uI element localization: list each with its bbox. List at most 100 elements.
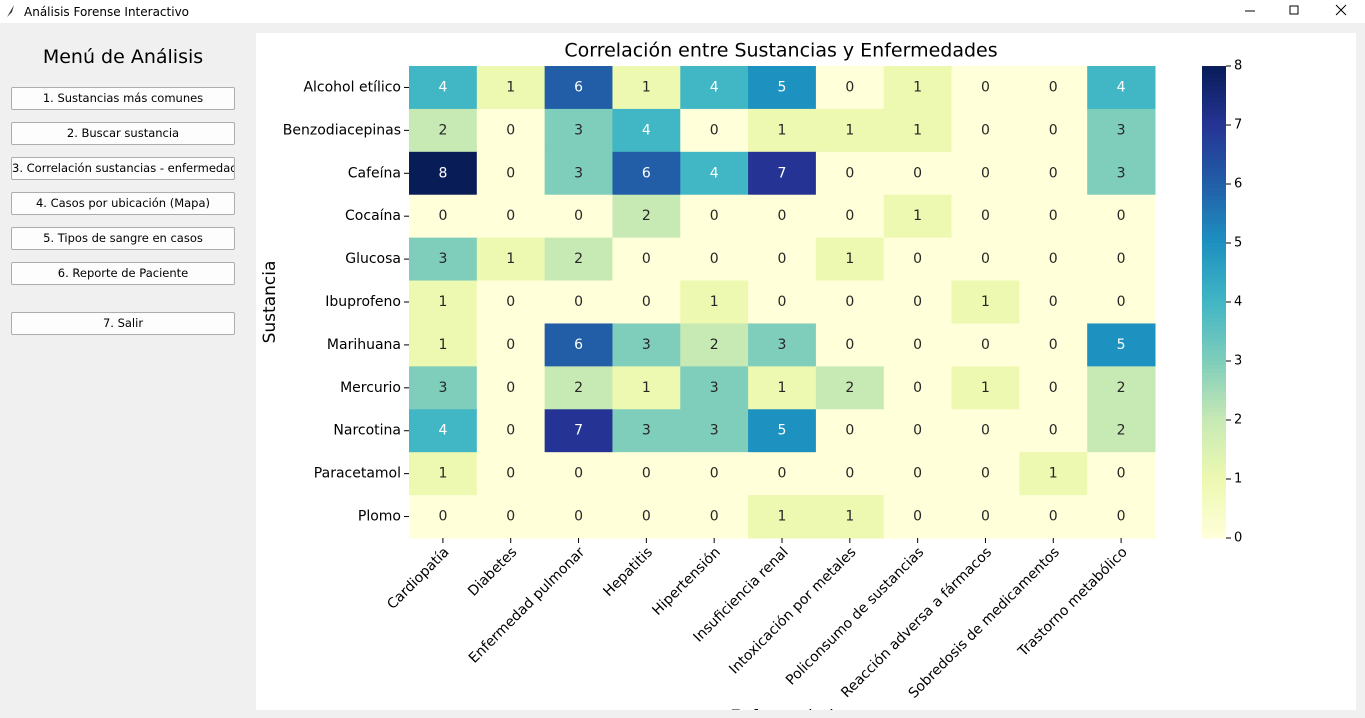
menu-button[interactable]: 3. Correlación sustancias - enfermedades bbox=[11, 157, 235, 180]
heatmap-cell bbox=[409, 366, 478, 410]
heatmap-cell bbox=[748, 280, 817, 324]
menu-button[interactable]: 7. Salir bbox=[11, 312, 235, 335]
colorbar-segment bbox=[1202, 459, 1226, 464]
window-controls[interactable] bbox=[1235, 0, 1365, 23]
heatmap-cell bbox=[815, 280, 885, 324]
x-tick-label: Cardiopatía bbox=[384, 544, 452, 612]
cell-label: 1 bbox=[778, 380, 787, 396]
colorbar-segment bbox=[1202, 239, 1226, 244]
cell-label: 1 bbox=[642, 380, 651, 396]
cell-label: 0 bbox=[438, 208, 447, 224]
colorbar-segment bbox=[1202, 506, 1226, 511]
heatmap-cell bbox=[883, 194, 953, 239]
cell-label: 0 bbox=[1049, 294, 1058, 310]
colorbar-segment bbox=[1202, 117, 1226, 122]
heatmap-cell bbox=[612, 452, 681, 496]
cell-label: 1 bbox=[913, 122, 922, 138]
heatmap-cell bbox=[748, 194, 817, 239]
colorbar-segment bbox=[1202, 125, 1226, 130]
cell-label: 0 bbox=[574, 509, 583, 525]
cell-label: 1 bbox=[438, 294, 447, 310]
heatmap-cell bbox=[883, 366, 953, 410]
heatmap-cell bbox=[409, 237, 478, 282]
y-tick-label: Marihuana bbox=[327, 337, 401, 353]
cell-label: 6 bbox=[642, 165, 651, 181]
cell-label: 1 bbox=[778, 122, 787, 138]
heatmap-cell bbox=[612, 495, 681, 539]
colorbar-segment bbox=[1202, 309, 1226, 315]
heatmap-cell bbox=[680, 66, 749, 110]
colorbar-tick-label: 3 bbox=[1234, 354, 1242, 369]
heatmap-cell bbox=[612, 194, 681, 239]
heatmap-cell bbox=[680, 495, 749, 539]
cell-label: 1 bbox=[913, 208, 922, 224]
heatmap-cell bbox=[815, 108, 885, 153]
cell-label: 3 bbox=[574, 165, 583, 181]
cell-label: 1 bbox=[778, 509, 787, 525]
cell-label: 3 bbox=[778, 337, 787, 353]
cell-label: 0 bbox=[845, 337, 854, 353]
colorbar-segment bbox=[1202, 160, 1226, 165]
colorbar-segment bbox=[1202, 246, 1226, 252]
cell-label: 0 bbox=[778, 294, 787, 310]
menu-button[interactable]: 4. Casos por ubicación (Mapa) bbox=[11, 192, 235, 215]
colorbar-segment bbox=[1202, 77, 1226, 83]
heatmap-cell bbox=[883, 237, 953, 282]
heatmap-cell bbox=[1087, 66, 1156, 110]
heatmap-cell bbox=[476, 280, 546, 324]
menu-button[interactable]: 6. Reporte de Paciente bbox=[11, 262, 235, 285]
maximize[interactable] bbox=[1289, 5, 1299, 15]
cell-label: 0 bbox=[1117, 509, 1126, 525]
heatmap-cell bbox=[544, 194, 613, 239]
heatmap-cell bbox=[680, 194, 749, 239]
colorbar-segment bbox=[1202, 243, 1226, 248]
close[interactable] bbox=[1335, 4, 1347, 16]
colorbar-segment bbox=[1202, 329, 1226, 334]
colorbar-segment bbox=[1202, 526, 1226, 531]
cell-label: 0 bbox=[913, 380, 922, 396]
colorbar-segment bbox=[1202, 361, 1226, 366]
cell-label: 0 bbox=[574, 294, 583, 310]
cell-label: 0 bbox=[981, 208, 990, 224]
cell-label: 0 bbox=[710, 251, 719, 267]
heatmap-cell bbox=[409, 452, 478, 496]
heatmap-cell bbox=[680, 409, 749, 453]
cell-label: 0 bbox=[845, 165, 854, 181]
heatmap-cell bbox=[748, 237, 817, 282]
cell-label: 0 bbox=[778, 208, 787, 224]
cell-label: 1 bbox=[642, 79, 651, 95]
menu-button[interactable]: 5. Tipos de sangre en casos bbox=[11, 227, 235, 250]
colorbar-segment bbox=[1202, 211, 1226, 216]
cell-label: 0 bbox=[913, 294, 922, 310]
colorbar-segment bbox=[1202, 490, 1226, 496]
colorbar-segment bbox=[1202, 132, 1226, 138]
title-bar: Análisis Forense Interactivo bbox=[0, 0, 1365, 23]
heatmap-cell bbox=[1019, 237, 1088, 282]
colorbar-segment bbox=[1202, 427, 1226, 433]
y-tick-label: Benzodiacepinas bbox=[283, 122, 401, 138]
colorbar-segment bbox=[1202, 396, 1226, 401]
colorbar-segment bbox=[1202, 486, 1226, 492]
heatmap-cell bbox=[748, 108, 817, 153]
heatmap-cell bbox=[476, 194, 546, 239]
colorbar-segment bbox=[1202, 380, 1226, 386]
cell-label: 0 bbox=[1049, 165, 1058, 181]
heatmap-cell bbox=[1087, 280, 1156, 324]
menu-button[interactable]: 2. Buscar sustancia bbox=[11, 122, 235, 145]
cell-label: 3 bbox=[642, 423, 651, 439]
heatmap-cell bbox=[476, 323, 546, 367]
heatmap-cell bbox=[883, 323, 953, 367]
cell-label: 4 bbox=[438, 423, 447, 439]
colorbar-segment bbox=[1202, 510, 1226, 515]
heatmap-cell bbox=[951, 323, 1020, 367]
cell-label: 0 bbox=[845, 466, 854, 482]
colorbar-segment bbox=[1202, 290, 1226, 295]
menu-button[interactable]: 1. Sustancias más comunes bbox=[11, 87, 235, 110]
x-tick-label: Diabetes bbox=[465, 544, 520, 599]
heatmap-cell bbox=[1087, 151, 1156, 196]
heatmap-cell bbox=[1019, 366, 1088, 410]
cell-label: 0 bbox=[1049, 79, 1058, 95]
colorbar-segment bbox=[1202, 262, 1226, 268]
heatmap-cell bbox=[883, 495, 953, 539]
heatmap-cell bbox=[409, 323, 478, 367]
